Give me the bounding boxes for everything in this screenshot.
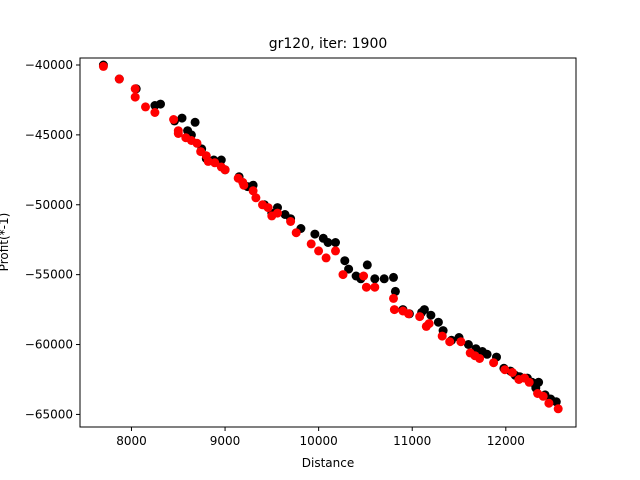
y-tick-label: −65000 xyxy=(25,407,73,421)
x-tick-label: 8000 xyxy=(116,434,147,448)
data-point-s1-24 xyxy=(263,203,273,213)
data-point-s0-35 xyxy=(389,272,398,282)
data-point-s1-40 xyxy=(404,309,413,319)
data-point-s0-42 xyxy=(433,317,443,327)
data-point-s1-31 xyxy=(321,253,331,263)
data-point-s1-51 xyxy=(500,365,510,375)
data-point-s1-36 xyxy=(370,282,380,292)
x-tick-label: 10000 xyxy=(300,434,338,448)
data-point-s0-28 xyxy=(340,256,350,266)
y-tick-label: −40000 xyxy=(25,58,73,72)
data-point-s1-30 xyxy=(314,246,324,256)
data-point-s1-2 xyxy=(130,84,140,94)
data-point-s1-58 xyxy=(544,398,554,408)
data-point-s1-34 xyxy=(359,271,369,281)
points-layer xyxy=(98,60,563,414)
data-point-s1-4 xyxy=(141,102,150,112)
data-point-s1-38 xyxy=(389,305,399,315)
data-point-s0-6 xyxy=(177,113,187,123)
data-point-s1-3 xyxy=(130,92,140,102)
data-point-s1-44 xyxy=(437,331,447,341)
x-axis-label: Distance xyxy=(302,456,354,470)
data-point-s1-41 xyxy=(415,312,425,322)
data-point-s1-55 xyxy=(524,377,534,387)
data-point-s0-32 xyxy=(362,260,372,270)
data-point-s1-49 xyxy=(475,354,485,363)
x-tick-label: 9000 xyxy=(210,434,241,448)
data-point-s0-36 xyxy=(390,286,400,296)
data-point-s0-49 xyxy=(482,349,492,359)
data-point-s1-43 xyxy=(424,319,434,329)
data-point-s0-33 xyxy=(370,274,380,284)
data-point-s1-59 xyxy=(553,404,563,414)
x-tick-label: 12000 xyxy=(487,434,525,448)
data-point-s1-50 xyxy=(489,358,499,368)
data-point-s1-22 xyxy=(251,193,261,203)
data-point-s1-6 xyxy=(169,115,179,124)
data-point-s1-0 xyxy=(98,61,108,71)
y-axis-label: Profit(*-1) xyxy=(0,213,11,272)
x-tick-label: 11000 xyxy=(393,434,431,448)
data-point-s0-34 xyxy=(379,274,389,284)
data-point-s1-27 xyxy=(286,217,296,226)
y-tick-label: −60000 xyxy=(25,338,73,352)
data-point-s0-27 xyxy=(331,238,340,247)
y-axis: −65000 −60000 −55000 −50000 −45000 −40000 xyxy=(25,58,80,421)
data-point-s1-35 xyxy=(361,282,371,292)
data-point-s1-29 xyxy=(306,239,316,249)
data-point-s1-46 xyxy=(456,337,466,347)
data-point-s1-15 xyxy=(210,158,220,168)
data-point-s1-26 xyxy=(273,208,282,218)
data-point-s0-26 xyxy=(323,238,333,247)
chart-title: gr120, iter: 1900 xyxy=(269,36,388,52)
data-point-s0-46 xyxy=(463,340,473,349)
data-point-s0-61 xyxy=(551,397,561,407)
data-point-s0-41 xyxy=(426,310,436,320)
data-point-s1-17 xyxy=(220,165,230,175)
data-point-s0-4 xyxy=(156,99,165,109)
plot-frame xyxy=(79,57,577,428)
data-point-s1-52 xyxy=(507,368,517,377)
data-point-s1-33 xyxy=(338,270,348,280)
data-point-s1-1 xyxy=(114,74,124,84)
data-point-s0-24 xyxy=(310,229,320,239)
y-tick-label: −55000 xyxy=(25,268,73,282)
data-point-s1-28 xyxy=(291,228,301,238)
data-point-s1-20 xyxy=(239,180,249,190)
data-point-s1-8 xyxy=(173,129,183,138)
data-point-s1-11 xyxy=(192,138,202,148)
data-point-s1-5 xyxy=(150,108,160,117)
data-point-s1-37 xyxy=(389,293,398,303)
data-point-s1-57 xyxy=(538,391,548,401)
data-point-s1-32 xyxy=(331,246,340,256)
y-tick-label: −45000 xyxy=(25,128,73,142)
data-point-s1-21 xyxy=(248,186,258,196)
data-point-s0-29 xyxy=(344,264,354,274)
data-point-s0-58 xyxy=(534,377,544,387)
data-point-s0-40 xyxy=(419,305,429,315)
data-point-s1-45 xyxy=(445,337,455,347)
y-tick-label: −50000 xyxy=(25,198,73,212)
data-point-s0-9 xyxy=(190,117,200,127)
x-axis: 8000 9000 10000 11000 12000 xyxy=(116,427,525,448)
